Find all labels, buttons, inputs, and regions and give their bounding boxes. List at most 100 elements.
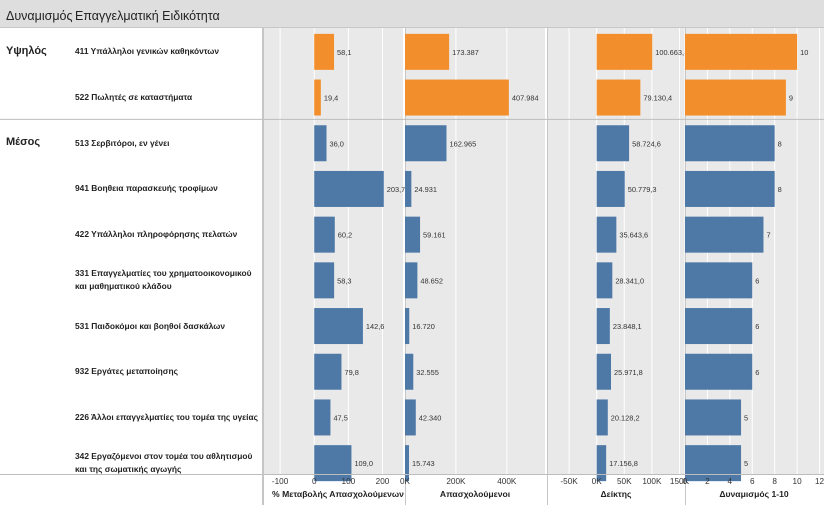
data-label-change_pct-1: 19,4 — [324, 94, 338, 103]
bar-employed-3 — [405, 170, 412, 207]
panel-index: 100.663,8 79.130,4 58.724,6 50.779,3 35.643,… — [547, 28, 690, 505]
bar-dynamism-2 — [685, 125, 775, 162]
data-label-index-3: 50.779,3 — [628, 185, 657, 194]
tick-label-employed-1: 200K — [446, 477, 466, 486]
tick-label-dynamism-0: 0 — [683, 477, 688, 486]
tick-label-employed-0: 0K — [400, 477, 411, 486]
row-label: 331 Επαγγελματίες του χρηματοοικονομικού… — [75, 267, 252, 293]
row-label-line: 411 Υπάλληλοι γενικών καθηκόντων — [75, 46, 220, 57]
bar-change_pct-4 — [314, 216, 335, 253]
row-label-line: 941 Βοηθεια παρασκευής τροφίμων — [75, 183, 218, 194]
data-label-employed-5: 48.652 — [420, 276, 443, 285]
row-label: 226 Άλλοι επαγγελματίες του τομέα της υγ… — [75, 411, 258, 424]
data-label-employed-2: 162.965 — [449, 139, 476, 148]
bar-index-7 — [596, 353, 612, 390]
tick-label-index-0: -50K — [560, 477, 578, 486]
tick-label-index-2: 50K — [617, 477, 632, 486]
group-label: Μέσος — [6, 136, 41, 149]
data-label-change_pct-6: 142,6 — [366, 322, 385, 331]
bar-dynamism-8 — [685, 399, 742, 436]
tick-label-index-4: 150K — [670, 477, 690, 486]
data-label-index-7: 25.971,8 — [614, 368, 643, 377]
data-label-change_pct-0: 58,1 — [337, 48, 351, 57]
tick-label-change_pct-0: -100 — [272, 477, 289, 486]
bar-change_pct-9 — [314, 445, 352, 482]
data-label-employed-7: 32.555 — [416, 368, 439, 377]
header-bar: Δυναμισμός Επαγγελματική Ειδικότητα — [0, 0, 824, 28]
bar-index-6 — [596, 308, 610, 345]
bar-change_pct-1 — [314, 79, 321, 116]
header-occupation-column[interactable]: Επαγγελματική Ειδικότητα — [75, 9, 220, 23]
data-label-dynamism-3: 8 — [778, 185, 782, 194]
row-label: 522 Πωλητές σε καταστήματα — [75, 91, 192, 104]
row-label-line: και της σωματικής αγωγής — [75, 464, 182, 475]
tick-label-dynamism-4: 8 — [772, 477, 777, 486]
data-label-index-5: 28.341,0 — [615, 276, 644, 285]
tick-label-change_pct-1: 0 — [312, 477, 317, 486]
row-label-line: και μαθηματικού κλάδου — [75, 281, 172, 292]
bar-employed-7 — [405, 353, 414, 390]
data-label-dynamism-5: 6 — [755, 276, 759, 285]
row-label: 422 Υπάλληλοι πληροφόρησης πελατών — [75, 228, 237, 241]
data-label-change_pct-7: 79,8 — [344, 368, 358, 377]
bar-change_pct-6 — [314, 308, 363, 345]
axis-title-change: % Μεταβολής Απασχολούμενων — [272, 489, 404, 499]
row-label: 513 Σερβιτόροι, εν γένει — [75, 137, 169, 150]
bar-change_pct-5 — [314, 262, 335, 299]
row-label: 531 Παιδοκόμοι και βοηθοί δασκάλων — [75, 320, 225, 333]
tick-label-index-1: 0K — [592, 477, 603, 486]
row-label-line: 331 Επαγγελματίες του χρηματοοικονομικού — [75, 268, 252, 279]
data-label-change_pct-9: 109,0 — [354, 459, 373, 468]
bar-dynamism-5 — [685, 262, 753, 299]
bar-dynamism-3 — [685, 170, 775, 207]
data-label-employed-6: 16.720 — [412, 322, 435, 331]
tick-label-dynamism-2: 4 — [728, 477, 733, 486]
tick-label-dynamism-3: 6 — [750, 477, 755, 486]
data-label-dynamism-7: 6 — [755, 368, 759, 377]
row-label: 342 Εργαζόμενοι στον τομέα του αθλητισμο… — [75, 450, 252, 476]
data-label-employed-0: 173.387 — [452, 48, 479, 57]
data-label-change_pct-3: 203,7 — [387, 185, 406, 194]
bar-change_pct-2 — [314, 125, 327, 162]
data-label-change_pct-5: 58,3 — [337, 276, 351, 285]
bar-dynamism-9 — [685, 445, 742, 482]
bar-change_pct-8 — [314, 399, 331, 436]
bar-dynamism-0 — [685, 33, 798, 70]
group-label: Υψηλός — [6, 44, 47, 57]
tick-label-index-3: 100K — [642, 477, 662, 486]
header-group-column[interactable]: Δυναμισμός — [6, 9, 73, 23]
data-label-employed-1: 407.984 — [512, 94, 539, 103]
bar-dynamism-6 — [685, 308, 753, 345]
bar-employed-9 — [405, 445, 410, 482]
row-label: 941 Βοηθεια παρασκευής τροφίμων — [75, 182, 218, 195]
bar-index-0 — [596, 33, 653, 70]
data-label-index-0: 100.663,8 — [655, 48, 688, 57]
bar-employed-1 — [405, 79, 509, 116]
panel-change_pct: 58,1 19,4 36,0 203,7 60,2 58,3 142,6 79,8 47,5 10… — [263, 28, 405, 505]
data-label-index-2: 58.724,6 — [632, 139, 661, 148]
axis-title-employed: Απασχολούμενοι — [439, 489, 511, 499]
bar-dynamism-1 — [685, 79, 786, 116]
row-label: 411 Υπάλληλοι γενικών καθηκόντων — [75, 45, 219, 58]
row-label-line: 342 Εργαζόμενοι στον τομέα του αθλητισμο… — [75, 451, 253, 462]
tick-label-change_pct-3: 200 — [376, 477, 390, 486]
data-label-change_pct-4: 60,2 — [338, 231, 352, 240]
bar-dynamism-7 — [685, 353, 753, 390]
row-label: 932 Εργάτες μεταποίησης — [75, 365, 178, 378]
bar-dynamism-4 — [685, 216, 764, 253]
bar-index-5 — [596, 262, 613, 299]
data-label-index-6: 23.848,1 — [613, 322, 642, 331]
tick-label-dynamism-5: 10 — [793, 477, 803, 486]
data-label-employed-9: 15.743 — [412, 459, 435, 468]
data-label-dynamism-9: 5 — [744, 459, 748, 468]
row-label-line: 531 Παιδοκόμοι και βοηθοί δασκάλων — [75, 320, 226, 331]
panel-employed: 173.387 407.984 162.965 24.931 59.161 48.652 1… — [400, 28, 545, 505]
data-label-index-9: 17.156,8 — [609, 459, 638, 468]
data-label-employed-4: 59.161 — [423, 231, 446, 240]
bar-change_pct-3 — [314, 170, 384, 207]
bar-index-4 — [596, 216, 617, 253]
bar-change_pct-7 — [314, 353, 342, 390]
data-label-dynamism-2: 8 — [778, 139, 782, 148]
data-label-change_pct-2: 36,0 — [330, 139, 344, 148]
